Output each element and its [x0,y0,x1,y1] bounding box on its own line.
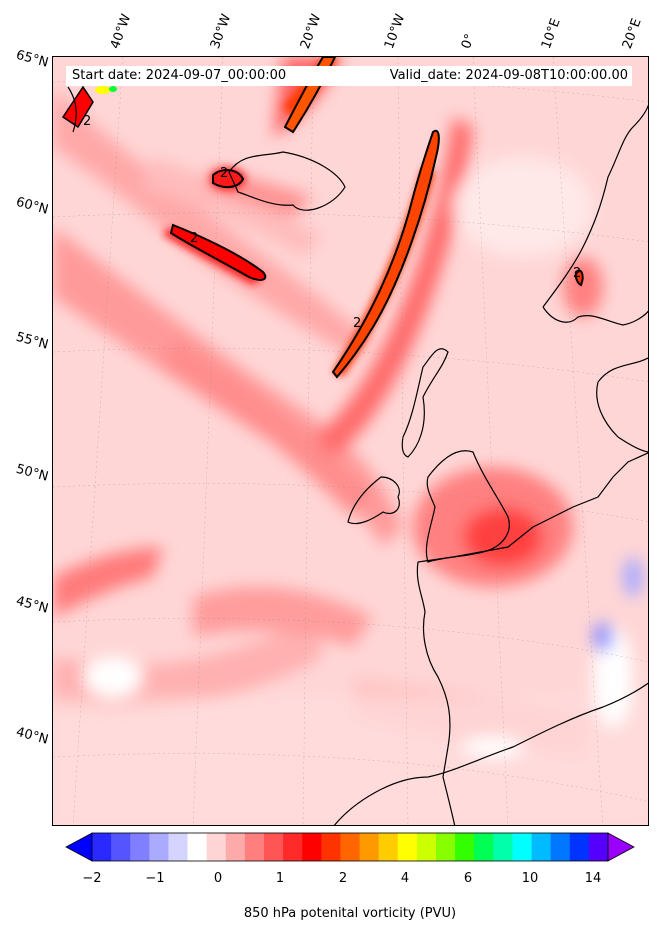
colorbar-swatch [531,833,552,861]
coastlines [67,86,648,825]
latitude-label: 55°N [14,329,50,353]
colorbar-tick: 10 [521,871,539,886]
pv-2-contour [61,85,94,129]
colorbar-swatch [168,833,189,861]
contour-label: 2 [220,166,228,181]
colorbar-swatch [225,833,246,861]
colorbar-label: 850 hPa potenital vorticity (PVU) [243,906,457,921]
pv-field-map: 2 2 2 2 2 [53,57,648,825]
colorbar-tick: −1 [145,871,165,886]
colorbar-swatches [65,832,635,862]
latitude-label: 65°N [14,47,50,71]
colorbar-frame [91,832,609,862]
colorbar-swatch [92,833,112,861]
colorbar-tick: 0 [213,871,223,886]
latitude-label: 40°N [14,724,50,748]
contour-labels: 2 2 2 2 2 [83,114,581,331]
latitude-label: 45°N [14,593,50,617]
pv-shading [53,57,648,825]
colorbar-swatch [378,833,399,861]
colorbar-tick: 1 [275,871,285,886]
longitude-label: 40°W [107,12,135,51]
longitude-label: 20°W [297,12,325,51]
colorbar-swatch [474,833,494,861]
map-panel: 2 2 2 2 2 [52,56,649,826]
colorbar-swatch [436,833,456,861]
colorbar-swatch [569,833,590,861]
contour-label: 2 [573,266,581,281]
colorbar-swatch [264,833,284,861]
colorbar-swatch [206,833,227,861]
colorbar-tick: 2 [338,871,348,886]
contour-label: 2 [83,114,91,129]
colorbar-swatch [302,833,322,861]
colorbar-tick: 6 [463,871,473,886]
colorbar-swatch [244,833,265,861]
colorbar-extend-min [65,832,93,862]
colorbar-swatch [588,833,609,861]
colorbar-swatch [283,833,303,861]
pv-2-contour [574,269,584,287]
colorbar-swatch [149,833,169,861]
contour-label: 2 [353,316,361,331]
longitude-label: 10°W [381,12,409,51]
colorbar-tick: 4 [400,871,410,886]
pv-2-contour [331,129,440,379]
colorbar-swatch [340,833,361,861]
start-date-label: Start date: 2024-09-07_00:00:00 [66,66,372,86]
colorbar-swatch [187,833,208,861]
colorbar-tick: −2 [82,871,102,886]
pv-2-contour [212,169,245,189]
latitude-label: 60°N [14,194,50,218]
colorbar-swatch [130,833,150,861]
colorbar-swatch [416,833,437,861]
valid-date-label: Valid_date: 2024-09-08T10:00:00.00 [366,66,632,86]
longitude-label: 30°W [207,12,235,51]
colorbar-swatch [512,833,533,861]
longitude-label: 10°E [538,16,564,51]
colorbar-extend-max [607,832,635,862]
contour-label: 2 [190,231,198,246]
longitude-label: 20°E [619,16,645,51]
colorbar-swatch [359,833,380,861]
colorbar-swatch [493,833,513,861]
colorbar-swatch [111,833,131,861]
colorbar-swatch [397,833,418,861]
colorbar-swatch [321,833,341,861]
colorbar-swatch [455,833,475,861]
colorbar-swatch [550,833,571,861]
graticule [53,57,648,825]
longitude-label: 0° [458,31,479,51]
colorbar-tick: 14 [584,871,602,886]
colorbar [65,832,635,862]
latitude-label: 50°N [14,461,50,485]
